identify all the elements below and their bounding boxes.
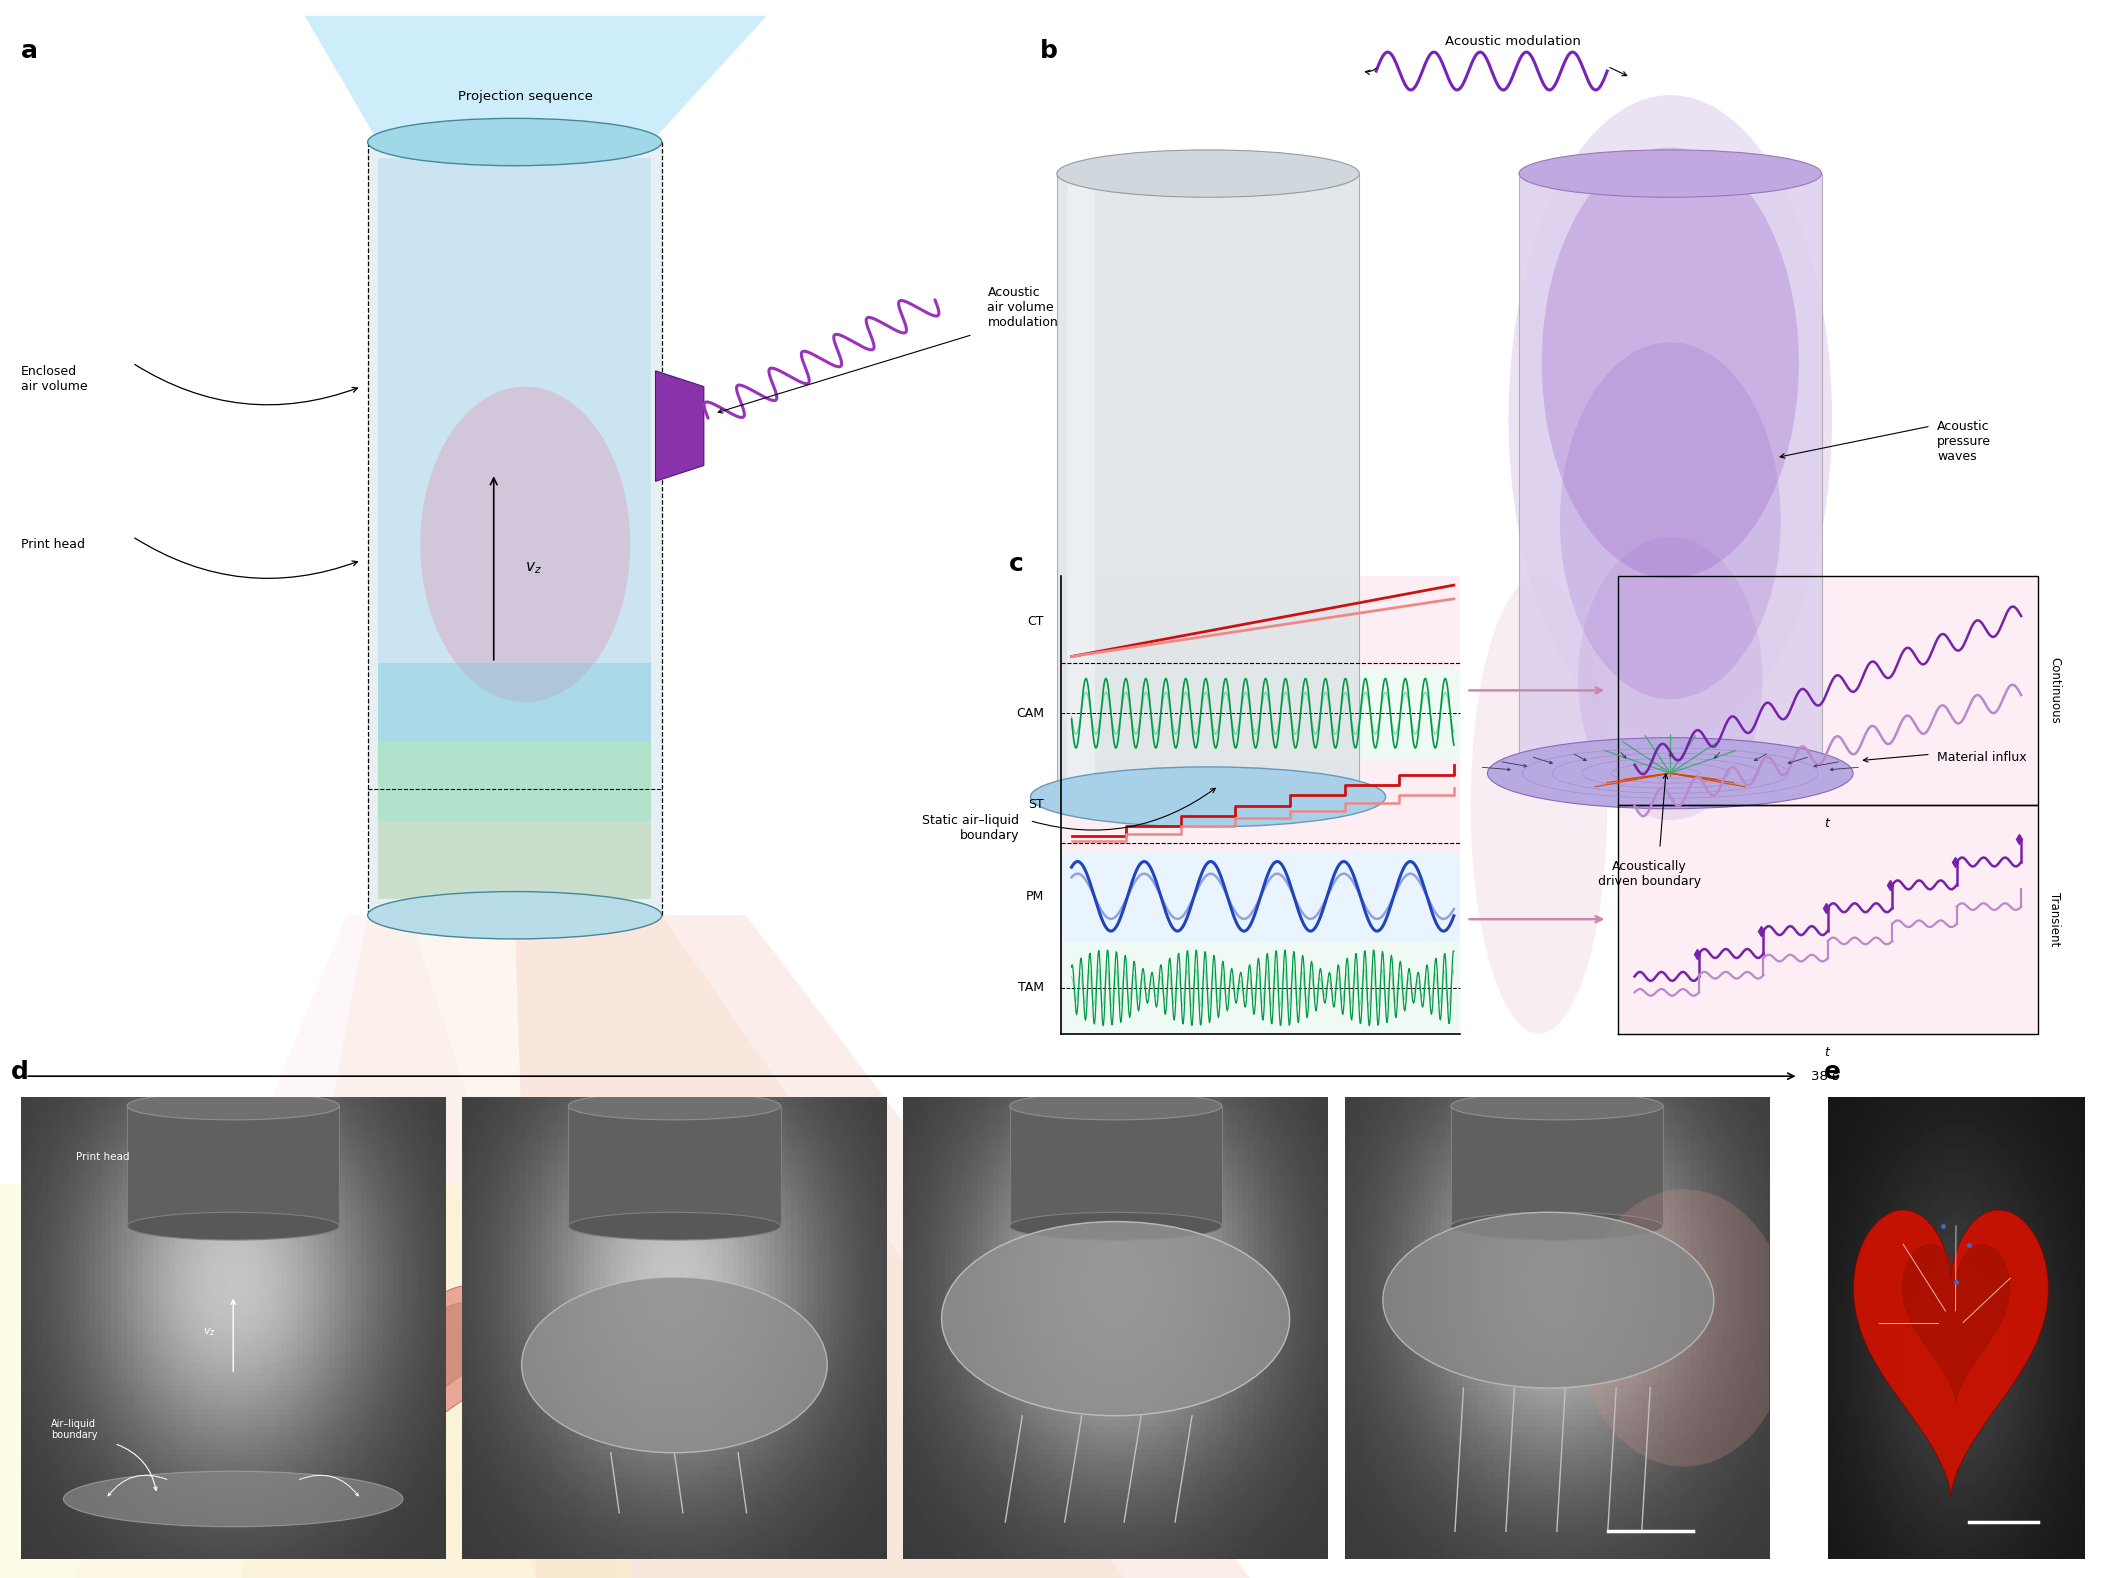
Ellipse shape: [567, 1212, 782, 1240]
Ellipse shape: [1542, 148, 1798, 579]
Polygon shape: [378, 821, 651, 899]
Polygon shape: [656, 371, 704, 481]
Polygon shape: [1061, 576, 1460, 667]
Text: Acoustic
air volume
modulation: Acoustic air volume modulation: [987, 286, 1059, 330]
Ellipse shape: [420, 387, 630, 702]
Text: Continuous: Continuous: [2048, 656, 2061, 724]
Text: e: e: [1824, 1060, 1840, 1084]
Polygon shape: [1450, 1106, 1664, 1226]
Text: Material influx: Material influx: [1937, 751, 2027, 764]
Ellipse shape: [1450, 1092, 1664, 1120]
Polygon shape: [1519, 174, 1822, 789]
Polygon shape: [305, 1284, 536, 1441]
Text: PM: PM: [1025, 890, 1044, 903]
Polygon shape: [567, 1106, 779, 1226]
Polygon shape: [1057, 174, 1359, 789]
Ellipse shape: [1578, 1190, 1790, 1466]
Text: Acoustic
pressure
waves: Acoustic pressure waves: [1937, 420, 1992, 464]
Ellipse shape: [368, 118, 662, 166]
Text: 38 s: 38 s: [1811, 1070, 1838, 1083]
Ellipse shape: [1008, 1212, 1223, 1240]
Text: $t$: $t$: [1824, 817, 1832, 830]
Text: Transient: Transient: [2048, 892, 2061, 947]
Ellipse shape: [1057, 150, 1359, 197]
Text: $v_z$: $v_z$: [525, 560, 542, 576]
Text: c: c: [1008, 552, 1023, 576]
Text: TAM: TAM: [1019, 982, 1044, 994]
Text: Acoustic modulation: Acoustic modulation: [1445, 35, 1580, 47]
Ellipse shape: [1450, 1212, 1664, 1240]
Ellipse shape: [1509, 95, 1832, 742]
Polygon shape: [1618, 576, 2038, 805]
Polygon shape: [1061, 942, 1460, 1034]
Polygon shape: [1067, 174, 1095, 789]
Text: b: b: [1040, 39, 1059, 63]
Polygon shape: [378, 742, 651, 821]
Polygon shape: [355, 1302, 506, 1404]
Polygon shape: [1853, 1210, 2048, 1496]
Ellipse shape: [126, 1212, 338, 1240]
Text: Photopolymer: Photopolymer: [681, 1232, 769, 1245]
Ellipse shape: [1578, 537, 1763, 821]
Polygon shape: [74, 915, 620, 1578]
Polygon shape: [378, 158, 651, 899]
Ellipse shape: [1382, 1212, 1714, 1389]
Text: CT: CT: [1027, 615, 1044, 628]
Text: Printed construct: Printed construct: [21, 1288, 128, 1300]
Polygon shape: [0, 1184, 630, 1578]
Polygon shape: [1008, 1106, 1223, 1226]
Polygon shape: [1904, 1245, 2009, 1401]
Polygon shape: [515, 915, 1250, 1578]
Polygon shape: [242, 915, 1124, 1578]
Text: $v_z$: $v_z$: [204, 1327, 216, 1338]
Ellipse shape: [567, 1092, 782, 1120]
Polygon shape: [1061, 851, 1460, 942]
Polygon shape: [378, 663, 651, 742]
Polygon shape: [378, 663, 651, 899]
Text: a: a: [21, 39, 38, 63]
Polygon shape: [1061, 667, 1460, 759]
Ellipse shape: [63, 1471, 403, 1526]
Ellipse shape: [126, 1092, 338, 1120]
Text: CAM: CAM: [1017, 707, 1044, 720]
Ellipse shape: [1008, 1092, 1223, 1120]
Text: Print head: Print head: [21, 538, 84, 551]
Text: Projection sequence: Projection sequence: [458, 90, 592, 103]
Text: d: d: [11, 1060, 29, 1084]
Ellipse shape: [1519, 150, 1822, 197]
Polygon shape: [305, 16, 767, 142]
Text: $t$: $t$: [1824, 1046, 1832, 1059]
Ellipse shape: [1559, 342, 1782, 699]
Ellipse shape: [1471, 576, 1607, 1034]
Polygon shape: [1618, 805, 2038, 1034]
Text: Air–liquid
boundary: Air–liquid boundary: [50, 1419, 97, 1441]
Ellipse shape: [1029, 767, 1385, 827]
Polygon shape: [1061, 759, 1460, 851]
Ellipse shape: [368, 892, 662, 939]
Text: Acoustically
driven boundary: Acoustically driven boundary: [1597, 860, 1702, 888]
Ellipse shape: [941, 1221, 1290, 1415]
Polygon shape: [126, 1106, 338, 1226]
Text: Print head: Print head: [76, 1152, 130, 1161]
Text: Static air–liquid
boundary: Static air–liquid boundary: [922, 814, 1019, 843]
Ellipse shape: [1488, 739, 1853, 810]
Polygon shape: [368, 142, 662, 915]
Text: Enclosed
air volume: Enclosed air volume: [21, 365, 88, 393]
Text: ST: ST: [1029, 798, 1044, 811]
Ellipse shape: [521, 1277, 828, 1453]
